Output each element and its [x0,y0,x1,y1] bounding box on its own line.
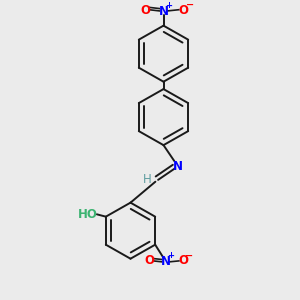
Text: H: H [142,173,152,186]
Text: O: O [178,4,188,17]
Text: N: N [158,5,169,18]
Text: +: + [168,251,175,260]
Text: N: N [173,160,183,173]
Text: O: O [178,254,188,267]
Text: O: O [144,254,154,267]
Text: HO: HO [78,208,98,221]
Text: N: N [161,255,171,268]
Text: −: − [185,0,194,10]
Text: +: + [165,1,172,10]
Text: O: O [140,4,150,17]
Text: −: − [185,251,193,261]
